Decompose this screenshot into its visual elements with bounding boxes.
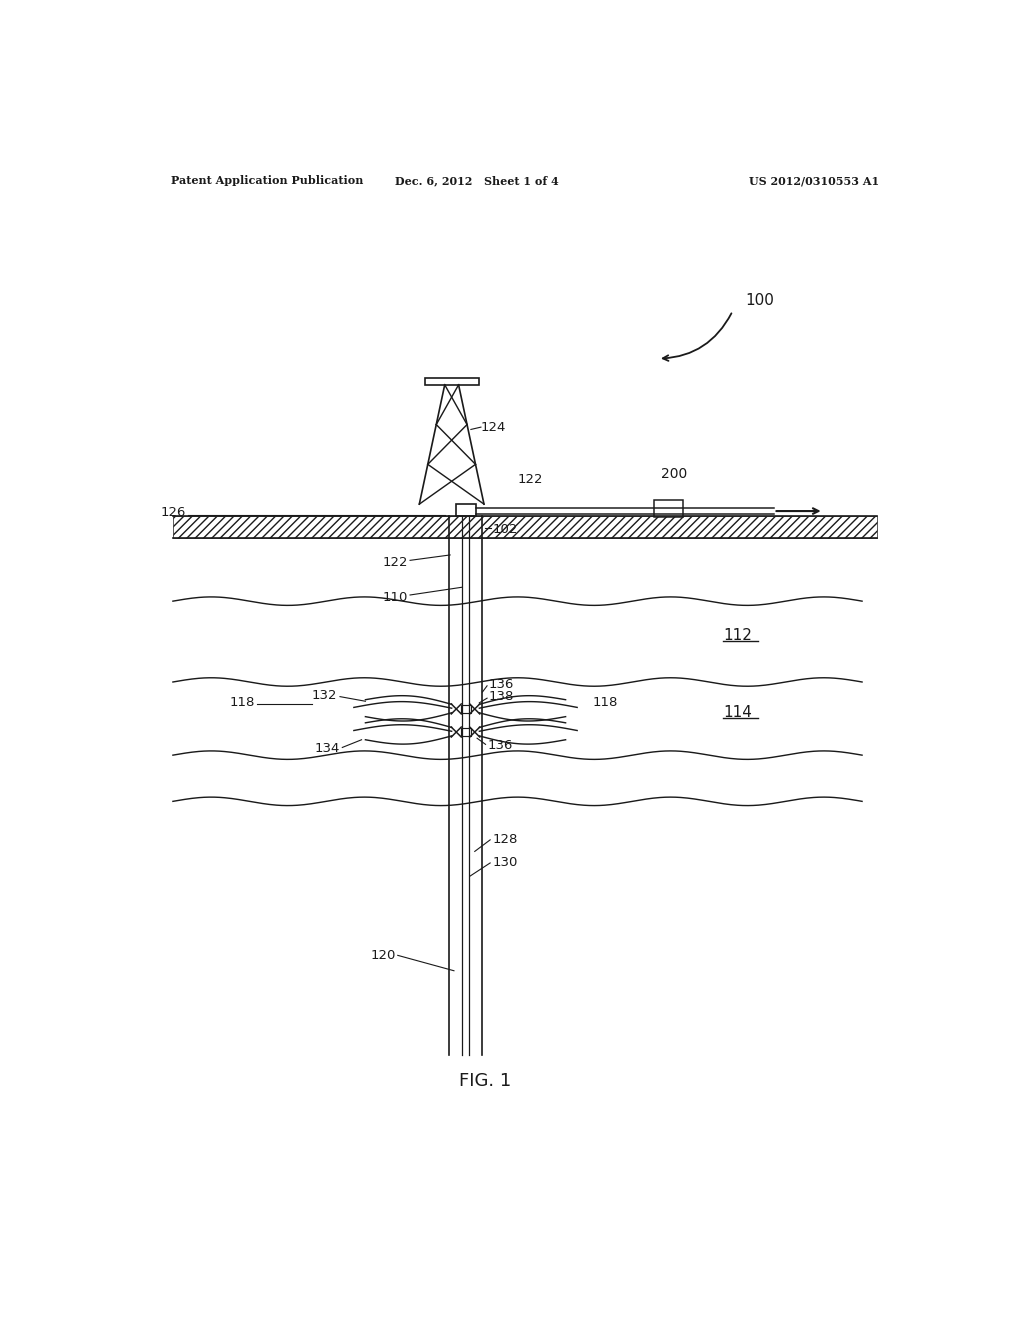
Text: 122: 122: [518, 473, 544, 486]
Text: 112: 112: [724, 628, 753, 643]
Bar: [425, 378, 478, 385]
Text: 132: 132: [311, 689, 337, 702]
Text: FIG. 1: FIG. 1: [459, 1072, 511, 1090]
Bar: [654, 500, 683, 517]
Text: 136: 136: [487, 739, 512, 752]
Text: 130: 130: [493, 857, 518, 870]
Text: 134: 134: [314, 742, 340, 755]
Text: 118: 118: [230, 696, 255, 709]
Bar: [173, 516, 878, 539]
Text: 200: 200: [662, 467, 687, 480]
Text: 120: 120: [371, 949, 396, 962]
Text: 126: 126: [161, 506, 186, 519]
Text: US 2012/0310553 A1: US 2012/0310553 A1: [749, 176, 879, 186]
Text: 100: 100: [745, 293, 774, 309]
Text: 114: 114: [724, 705, 753, 721]
Text: 122: 122: [382, 556, 408, 569]
Text: Dec. 6, 2012   Sheet 1 of 4: Dec. 6, 2012 Sheet 1 of 4: [395, 176, 559, 186]
Text: Patent Application Publication: Patent Application Publication: [171, 176, 362, 186]
Text: 136: 136: [488, 677, 514, 690]
Text: 102: 102: [493, 523, 518, 536]
Text: 118: 118: [593, 696, 617, 709]
Bar: [456, 504, 475, 516]
Text: 110: 110: [382, 591, 408, 603]
Bar: [461, 705, 470, 713]
Text: 138: 138: [488, 690, 514, 704]
Text: 124: 124: [481, 421, 506, 434]
Text: 128: 128: [493, 833, 518, 846]
Bar: [461, 727, 470, 737]
